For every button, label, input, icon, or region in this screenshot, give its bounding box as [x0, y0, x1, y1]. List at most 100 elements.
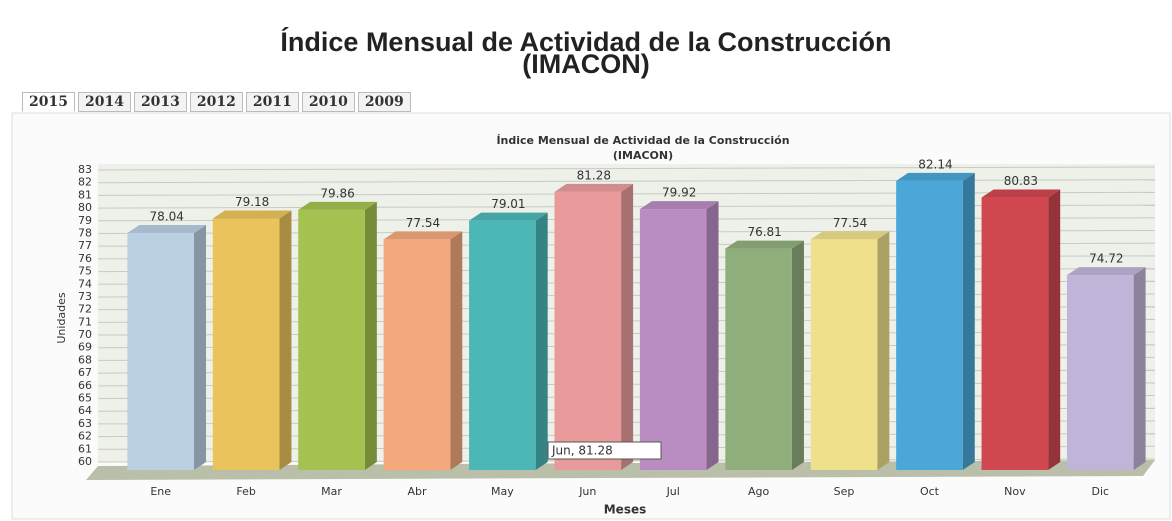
y-tick-label: 77 [78, 239, 92, 252]
x-tick-label: Oct [920, 485, 940, 498]
year-tab[interactable]: 2013 [133, 92, 187, 112]
bar-top [725, 240, 804, 249]
bar [810, 239, 878, 470]
x-tick-label: Dic [1092, 485, 1110, 498]
value-label: 76.81 [747, 225, 781, 239]
bar [383, 239, 451, 470]
y-tick-label: 79 [78, 214, 92, 227]
bar-top [810, 231, 890, 240]
y-axis-label: Unidades [55, 292, 68, 344]
y-tick-label: 69 [78, 341, 92, 354]
bar-side [621, 183, 634, 470]
tabs: 2015 2014 2013 2012 2011 2010 2009 [22, 92, 411, 112]
y-tick-label: 75 [78, 265, 92, 278]
y-tick-label: 65 [78, 392, 92, 405]
bar-side [706, 201, 719, 471]
bar [725, 248, 792, 470]
y-tick-label: 71 [78, 315, 92, 328]
y-tick-label: 70 [78, 328, 92, 341]
value-label: 80.83 [1004, 174, 1038, 188]
bar-side [791, 240, 804, 470]
bar-side [364, 201, 377, 470]
chart-title: (IMACON) [613, 149, 673, 162]
value-label: 79.18 [235, 195, 269, 209]
x-tick-label: May [491, 485, 514, 498]
value-label: 78.04 [150, 209, 184, 223]
y-tick-label: 61 [78, 442, 92, 455]
bar-top [639, 201, 719, 210]
x-tick-label: Feb [236, 485, 255, 498]
bar-side [450, 231, 463, 470]
y-tick-label: 72 [78, 303, 92, 316]
bar [127, 232, 195, 470]
chart-title: Índice Mensual de Actividad de la Constr… [496, 134, 789, 147]
value-label: 74.72 [1089, 252, 1123, 266]
x-tick-label: Ene [150, 485, 171, 498]
x-axis-label: Meses [604, 503, 647, 517]
year-tab[interactable]: 2010 [301, 92, 355, 112]
y-tick-label: 81 [78, 188, 92, 201]
value-label: 79.86 [320, 186, 354, 200]
bar-side [1048, 189, 1061, 470]
x-tick-label: Mar [321, 485, 342, 498]
value-label: 79.01 [491, 197, 525, 211]
bar [639, 209, 707, 471]
y-tick-label: 68 [78, 353, 92, 366]
x-tick-label: Jul [666, 485, 680, 498]
year-tab[interactable]: 2011 [245, 92, 299, 112]
value-label: 82.14 [918, 157, 952, 171]
grid-line [97, 166, 1156, 171]
y-tick-label: 67 [78, 366, 92, 379]
x-tick-label: Sep [834, 485, 855, 498]
year-tab[interactable]: 2014 [77, 92, 131, 112]
bar-top [981, 189, 1061, 198]
bar-side [877, 231, 890, 470]
bar-top [212, 210, 292, 219]
y-tick-label: 78 [78, 226, 92, 239]
y-tick-label: 74 [78, 277, 92, 290]
bar-side [279, 210, 292, 471]
y-tick-label: 76 [78, 252, 92, 265]
y-tick-label: 73 [78, 290, 92, 303]
value-label: 79.92 [662, 186, 696, 200]
tooltip-box [547, 441, 662, 460]
bar [212, 218, 280, 470]
bar-top [554, 183, 634, 192]
value-label: 77.54 [833, 216, 867, 230]
page-title: Índice Mensual de Actividad de la Constr… [280, 27, 892, 57]
bar-top [896, 172, 975, 181]
bar-top [1066, 267, 1146, 276]
tooltip: Jun, 81.28 [551, 444, 613, 458]
y-tick-label: 62 [78, 430, 92, 443]
bar-top [469, 212, 548, 221]
year-tab[interactable]: 2012 [189, 92, 243, 112]
bar [981, 197, 1049, 470]
x-tick-label: Nov [1004, 485, 1026, 498]
page-title: (IMACON) [522, 49, 650, 79]
x-tick-label: Ago [748, 485, 770, 498]
grid-line [97, 179, 1156, 184]
bar-side [1133, 267, 1146, 470]
y-tick-label: 66 [78, 379, 92, 392]
year-tab[interactable]: 2009 [357, 92, 411, 112]
bar [896, 180, 963, 470]
bar [298, 209, 365, 470]
bar-side [194, 224, 207, 470]
bar [1066, 275, 1134, 470]
value-label: 77.54 [406, 216, 440, 230]
y-tick-label: 64 [78, 404, 92, 417]
x-tick-label: Jun [578, 485, 596, 498]
bar-side [535, 212, 548, 471]
bar-top [127, 224, 207, 233]
x-tick-label: Abr [407, 485, 427, 498]
bar [469, 220, 536, 470]
bar-top [298, 201, 377, 210]
bar-top [383, 231, 463, 240]
y-tick-label: 83 [78, 163, 92, 176]
y-tick-label: 60 [78, 455, 92, 468]
value-label: 81.28 [577, 168, 611, 182]
year-tab[interactable]: 2015 [22, 92, 75, 112]
y-tick-label: 82 [78, 176, 92, 189]
